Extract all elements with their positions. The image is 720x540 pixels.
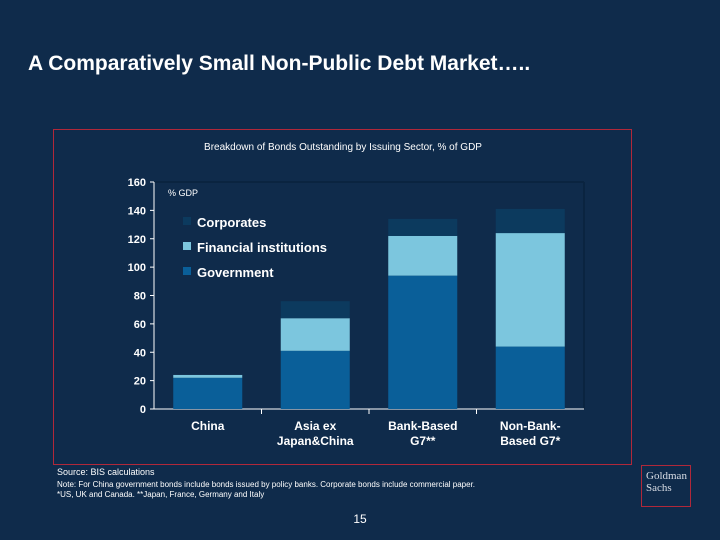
footnote-line-1: Note: For China government bonds include… [57, 480, 476, 489]
bar-corporates-3 [388, 218, 458, 236]
y-tick-label: 80 [134, 291, 146, 303]
bar-government-2 [280, 350, 350, 409]
y-tick-label: 0 [140, 404, 146, 416]
stacked-bar-chart: Breakdown of Bonds Outstanding by Issuin… [128, 142, 585, 448]
bar-financial-institutions-1 [173, 374, 243, 378]
legend-label: Corporates [197, 215, 266, 230]
legend-swatch [183, 267, 191, 275]
y-tick-label: 100 [128, 262, 146, 274]
y-axis-label: % GDP [168, 188, 198, 198]
legend-label: Government [197, 265, 274, 280]
bar-financial-institutions-4 [495, 233, 565, 347]
x-tick-label: China [191, 419, 225, 433]
company-logo: Goldman Sachs [641, 465, 691, 507]
x-tick-label: Based G7* [500, 434, 560, 448]
y-tick-label: 160 [128, 177, 146, 189]
chart-frame: Breakdown of Bonds Outstanding by Issuin… [53, 129, 632, 465]
logo-line-1: Goldman [646, 470, 687, 482]
logo-line-2: Sachs [646, 482, 672, 494]
source-text: Source: BIS calculations [57, 467, 155, 477]
y-tick-label: 120 [128, 234, 146, 246]
y-tick-label: 40 [134, 347, 146, 359]
x-tick-label: Asia ex [294, 419, 336, 433]
footnote-line-2: *US, UK and Canada. **Japan, France, Ger… [57, 490, 265, 499]
y-tick-label: 60 [134, 319, 146, 331]
x-tick-label: Japan&China [277, 434, 354, 448]
bar-corporates-2 [280, 301, 350, 319]
legend-swatch [183, 242, 191, 250]
bar-government-1 [173, 377, 243, 409]
bar-financial-institutions-2 [280, 318, 350, 351]
x-tick-label: G7** [410, 434, 436, 448]
chart-title: Breakdown of Bonds Outstanding by Issuin… [204, 142, 482, 153]
x-tick-label: Non-Bank- [500, 419, 561, 433]
legend-swatch [183, 217, 191, 225]
slide-title: A Comparatively Small Non-Public Debt Ma… [28, 52, 531, 75]
bar-government-3 [388, 275, 458, 409]
bar-corporates-4 [495, 208, 565, 234]
legend-label: Financial institutions [197, 240, 327, 255]
x-tick-label: Bank-Based [388, 419, 457, 433]
bar-government-4 [495, 346, 565, 409]
page-number: 15 [353, 512, 367, 526]
y-tick-label: 140 [128, 205, 146, 217]
y-tick-label: 20 [134, 376, 146, 388]
footnote: Note: For China government bonds include… [57, 480, 475, 500]
bar-financial-institutions-3 [388, 235, 458, 276]
